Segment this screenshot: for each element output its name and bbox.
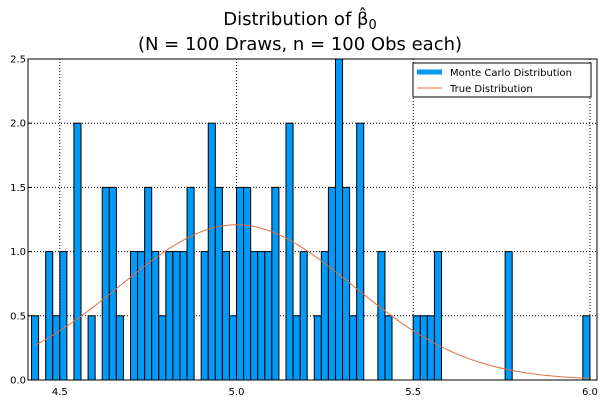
y-tick-label: 2.5 (10, 55, 26, 66)
histogram-bar (299, 251, 308, 381)
histogram-bar (412, 315, 421, 381)
histogram-bar (186, 186, 195, 381)
histogram-bar (108, 186, 117, 381)
histogram-bar (384, 315, 393, 381)
chart-title-line2: (N = 100 Draws, n = 100 Obs each) (138, 34, 462, 55)
legend-monte-carlo-label: Monte Carlo Distribution (450, 68, 572, 79)
histogram-bar (419, 315, 428, 381)
y-tick-label: 1.0 (10, 247, 26, 258)
histogram-bar (285, 122, 294, 381)
histogram-bar (377, 251, 386, 381)
histogram-bar (433, 251, 442, 381)
histogram-bar (271, 186, 280, 381)
histogram-bar (129, 251, 139, 381)
histogram-bar (52, 315, 61, 381)
histogram-bar (334, 58, 344, 381)
y-tick-label: 1.5 (10, 183, 26, 194)
chart-title-line1: Distribution of β̂0 (223, 7, 377, 33)
histogram-bar (165, 251, 174, 381)
legend-box (412, 62, 592, 98)
histogram-bar (320, 251, 329, 381)
y-axis-ticks: 0.0 0.5 1.0 1.5 2.0 2.5 (10, 55, 32, 387)
true-distribution-curve (34, 224, 590, 379)
histogram-bar (342, 186, 351, 381)
histogram-bar (582, 315, 591, 381)
x-tick-label: 6.0 (582, 387, 598, 398)
histogram-bar (426, 315, 435, 381)
histogram-bar (250, 251, 259, 381)
histogram-bar (115, 315, 124, 381)
histogram-bar (504, 251, 513, 381)
histogram-bar (144, 186, 153, 381)
histogram-bar (236, 186, 245, 381)
x-tick-label: 4.5 (52, 387, 68, 398)
histogram-bar (313, 315, 322, 381)
histogram-bar (31, 315, 40, 381)
histogram-bar (349, 315, 358, 381)
histogram-bar (87, 315, 96, 381)
plot-frame (27, 58, 598, 381)
histogram-bar (151, 251, 160, 381)
y-tick-label: 0.0 (10, 376, 26, 387)
y-tick-label: 2.0 (10, 119, 26, 130)
histogram-bar (292, 315, 301, 381)
density-curve-layer (34, 224, 590, 379)
title-beta-subscript: 0 (369, 18, 377, 33)
histogram-bar (45, 251, 54, 381)
histogram-bar (356, 122, 365, 381)
histogram-bar (214, 186, 223, 381)
histogram-bar (101, 186, 110, 381)
histogram-bar (228, 315, 238, 381)
x-tick-label: 5.0 (229, 387, 245, 398)
histogram-bar (207, 122, 216, 381)
histogram-bar (158, 315, 167, 381)
histogram-bar (179, 251, 188, 381)
histogram-bar (221, 251, 230, 381)
title-prefix: Distribution of (223, 9, 357, 30)
x-axis-ticks: 4.5 5.0 5.5 6.0 (52, 376, 598, 398)
histogram-bar (257, 251, 266, 381)
y-tick-label: 0.5 (10, 311, 26, 322)
legend: Monte Carlo Distribution True Distributi… (412, 62, 592, 98)
histogram-bar (73, 122, 82, 381)
x-tick-label: 5.5 (405, 387, 421, 398)
histogram-bar (264, 251, 273, 381)
histogram-bar (327, 186, 336, 381)
title-beta-symbol: β̂ (357, 7, 369, 30)
legend-true-distribution-label: True Distribution (449, 84, 533, 95)
histogram-bar (172, 251, 181, 381)
histogram-bar (243, 186, 252, 381)
histogram-bar (200, 251, 209, 381)
histogram-bar (59, 251, 68, 381)
